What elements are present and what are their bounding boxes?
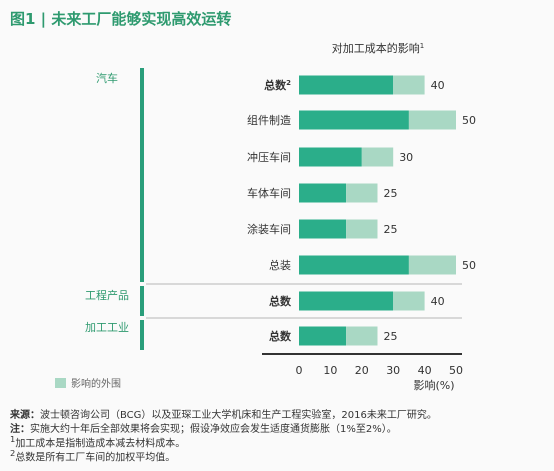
footnote-mark: 2 [10,448,16,458]
note-label: 注： [10,424,30,435]
bar-core-segment [299,255,409,275]
bar-total-label: 30 [399,151,413,164]
note-line: 注：实施大约十年后全部效果将会实现；假设净效应会发生适度通货膨胀（1%至2%）。 [10,420,397,435]
title-separator: | [40,10,52,28]
source-text: 波士顿咨询公司（BCG）以及亚琛工业大学机床和生产工程实验室，2016未来工厂研… [40,410,437,421]
x-tick-label: 40 [418,364,432,377]
category-sup: 2 [286,79,291,87]
group-label: 工程产品 [85,288,129,302]
bar-range-segment [408,255,456,275]
footnote-mark: 1 [10,434,16,444]
bar-core-segment [299,147,362,167]
bar-core-segment [299,291,394,311]
figure-title: 图1 | 未来工厂能够实现高效运转 [10,8,231,29]
chart-title-sup: 1 [420,42,424,50]
bar-core-segment [299,75,394,95]
note-text: 实施大约十年后全部效果将会实现；假设净效应会发生适度通货膨胀（1%至2%）。 [30,424,397,435]
figure-label: 图1 [10,10,36,28]
footnote-text: 加工成本是指制造成本减去材料成本。 [15,438,186,450]
bar-core-segment [299,219,347,239]
bar-range-segment [361,147,394,167]
source-label: 来源： [10,410,40,421]
source-line: 来源：波士顿咨询公司（BCG）以及亚琛工业大学机床和生产工程实验室，2016未来… [10,406,437,421]
category-label: 冲压车间 [247,150,291,164]
bar-range-segment [408,110,456,130]
bar-range-segment [346,326,378,346]
bar-range-segment [393,75,425,95]
category-label: 车体车间 [247,186,291,200]
category-label: 总数2 [264,78,291,92]
group-label: 汽车 [96,71,118,85]
x-tick-label: 10 [323,364,337,377]
bar-total-label: 25 [384,187,398,200]
bar-total-label: 50 [462,259,476,272]
footnote-text: 总数是所有工厂车间的加权平均值。 [15,452,176,464]
category-label: 涂装车间 [247,222,291,236]
x-axis-label: 影响(%) [413,379,454,392]
footnote-2: 2总数是所有工厂车间的加权平均值。 [10,448,175,463]
category-label: 总数 [269,329,292,343]
x-tick-label: 50 [449,364,463,377]
chart-title: 对加工成本的影响1 [332,41,424,55]
bar-total-label: 25 [384,223,398,236]
bar-core-segment [299,326,347,346]
category-label: 组件制造 [247,113,291,127]
bar-total-label: 50 [462,114,476,127]
footnote-1: 1加工成本是指制造成本减去材料成本。 [10,434,185,449]
group-label: 加工工业 [85,321,129,334]
bar-core-segment [299,183,347,203]
bar-core-segment [299,110,409,130]
bar-total-label: 40 [431,79,445,92]
legend-swatch [55,378,66,388]
bar-range-segment [346,219,378,239]
bar-range-segment [393,291,425,311]
x-tick-label: 20 [355,364,369,377]
bar-total-label: 25 [384,330,398,343]
x-tick-label: 0 [296,364,303,377]
bar-total-label: 40 [431,295,445,308]
category-label: 总数 [269,294,292,308]
bar-range-segment [346,183,378,203]
figure-title-text: 未来工厂能够实现高效运转 [51,10,232,28]
x-tick-label: 30 [386,364,400,377]
legend-label: 影响的外围 [71,377,121,390]
category-label: 总装 [269,258,291,272]
